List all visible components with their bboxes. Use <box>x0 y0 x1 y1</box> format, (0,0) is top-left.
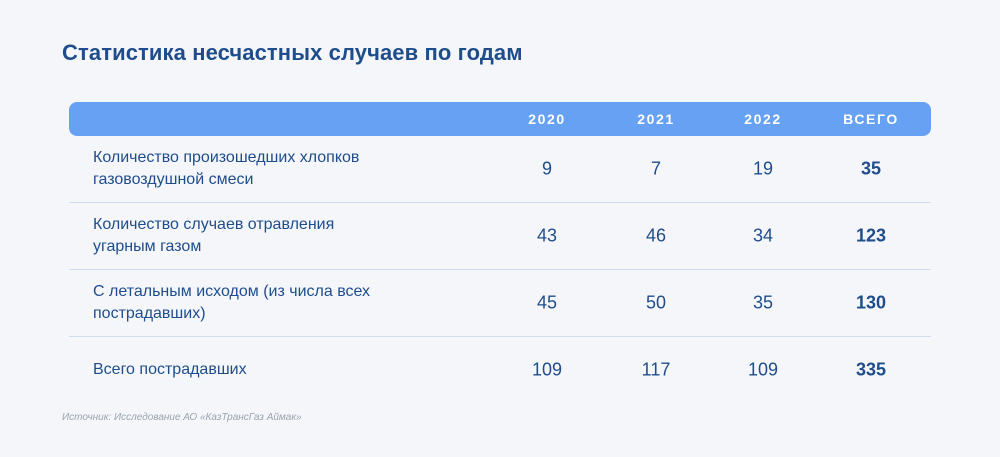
cell-2020: 9 <box>541 158 552 179</box>
cell-2021: 50 <box>645 292 667 313</box>
row-label: Всего пострадавших <box>93 361 247 378</box>
row-label: Количество случаев отравления угарным га… <box>93 216 335 255</box>
cell-2022: 19 <box>752 158 774 179</box>
table-row: С летальным исходом (из числа всех постр… <box>69 270 931 337</box>
page-title: Статистика несчастных случаев по годам <box>62 40 523 65</box>
table-header: 2020 2021 2022 ВСЕГО <box>69 102 931 136</box>
cell-2021: 117 <box>641 359 671 380</box>
cell-2022: 109 <box>747 359 779 380</box>
source-note: Источник: Исследование АО «КазТрансГаз А… <box>62 412 302 423</box>
header-2021: 2021 <box>637 111 675 127</box>
cell-2022: 34 <box>752 225 774 246</box>
cell-total: 35 <box>860 158 882 179</box>
cell-2020: 109 <box>531 359 563 380</box>
table-row: Всего пострадавших 109 117 109 335 <box>69 337 931 403</box>
header-2020: 2020 <box>528 111 566 127</box>
table-row: Количество случаев отравления угарным га… <box>69 203 931 270</box>
header-2022: 2022 <box>744 111 782 127</box>
cell-total: 123 <box>855 225 887 246</box>
header-total: ВСЕГО <box>843 111 899 127</box>
row-label: Количество произошедших хлопков газовозд… <box>93 149 360 188</box>
statistics-table: 2020 2021 2022 ВСЕГО Количество произоше… <box>69 102 931 403</box>
cell-2020: 45 <box>536 292 558 313</box>
cell-2020: 43 <box>536 225 558 246</box>
cell-2021: 7 <box>650 158 661 179</box>
cell-2022: 35 <box>752 292 774 313</box>
cell-total: 335 <box>855 359 887 380</box>
cell-total: 130 <box>855 292 887 313</box>
cell-2021: 46 <box>645 225 667 246</box>
table-row: Количество произошедших хлопков газовозд… <box>69 136 931 203</box>
row-label: С летальным исходом (из числа всех постр… <box>93 283 371 322</box>
